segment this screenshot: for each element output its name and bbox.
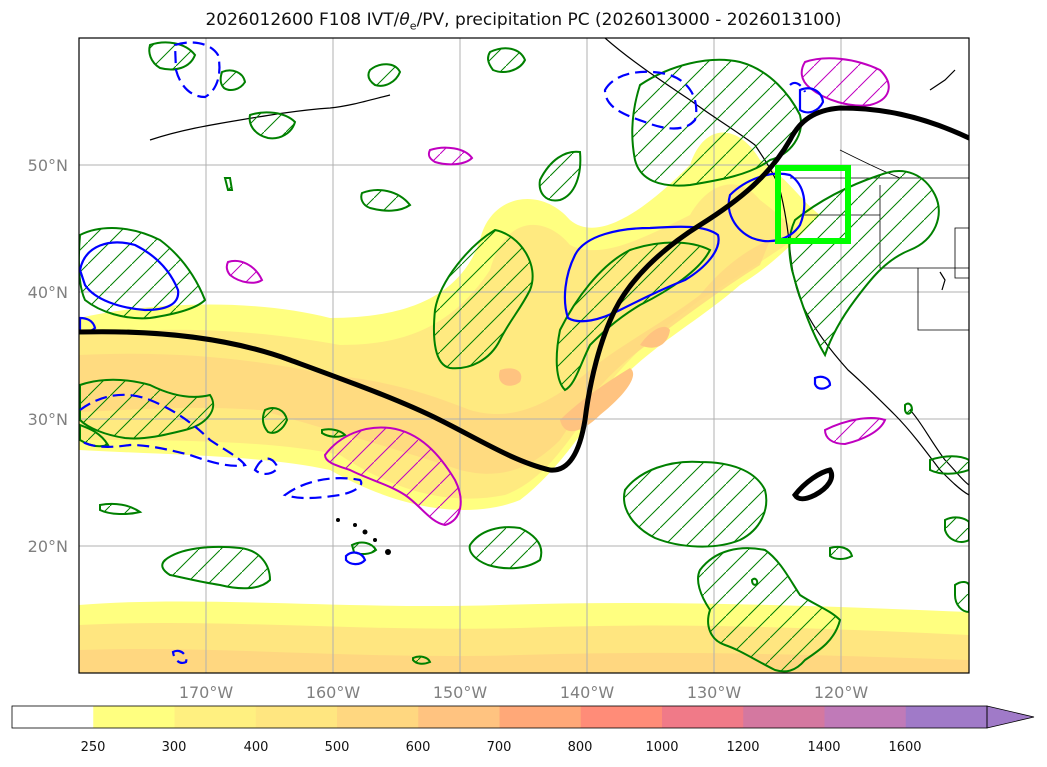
colorbar-labels: 250 300 400 500 600 700 800 1000 1200 14…	[81, 740, 922, 755]
lon-label: 120°W	[814, 683, 869, 702]
colorbar-label: 500	[325, 740, 350, 755]
map-border	[78, 37, 970, 674]
lat-label: 30°N	[28, 410, 68, 429]
colorbar-cell	[824, 706, 907, 728]
colorbar-cell	[418, 706, 500, 728]
colorbar-cell	[580, 706, 663, 728]
colorbar-label: 400	[244, 740, 269, 755]
colorbar-cell	[12, 706, 94, 728]
colorbar-label: 800	[568, 740, 593, 755]
lon-label: 160°W	[306, 683, 361, 702]
colorbar-cell	[662, 706, 744, 728]
colorbar-extend-arrow	[986, 705, 1035, 729]
colorbar-label: 1200	[726, 740, 759, 755]
colorbar-border	[11, 705, 988, 729]
colorbar-cell	[743, 706, 825, 728]
colorbar-label: 1600	[888, 740, 921, 755]
lon-label: 170°W	[179, 683, 234, 702]
colorbar-cell	[255, 706, 338, 728]
magenta-regions	[225, 57, 890, 527]
colorbar-label: 1400	[807, 740, 840, 755]
lat-labels: 50°N 40°N 30°N 20°N	[28, 156, 68, 556]
blue-contours-dashed	[79, 41, 807, 664]
lat-label: 50°N	[28, 156, 68, 175]
lon-label: 130°W	[687, 683, 742, 702]
colorbar-label: 1000	[645, 740, 678, 755]
map-title: 2026012600 F108 IVT/θe/PV, precipitation…	[205, 10, 842, 33]
colorbar-label: 600	[406, 740, 431, 755]
colorbar-cell	[174, 706, 257, 728]
lon-label: 140°W	[560, 683, 615, 702]
colorbar-cell	[93, 706, 175, 728]
colorbar-cell	[499, 706, 582, 728]
colorbar-cells	[12, 706, 988, 728]
colorbar: 250 300 400 500 600 700 800 1000 1200 14…	[11, 705, 1035, 755]
lon-label: 150°W	[433, 683, 488, 702]
colorbar-cell	[905, 706, 988, 728]
region-box	[775, 165, 851, 244]
colorbar-label: 300	[162, 740, 187, 755]
pv-contour	[79, 105, 969, 502]
lon-labels: 170°W 160°W 150°W 140°W 130°W 120°W	[179, 683, 869, 702]
colorbar-label: 700	[487, 740, 512, 755]
hawaii-islands	[336, 518, 391, 555]
lat-label: 20°N	[28, 537, 68, 556]
blue-contours-solid	[79, 87, 832, 566]
lat-label: 40°N	[28, 283, 68, 302]
colorbar-label: 250	[81, 740, 106, 755]
precip-positive-regions	[79, 41, 969, 673]
colorbar-cell	[337, 706, 419, 728]
